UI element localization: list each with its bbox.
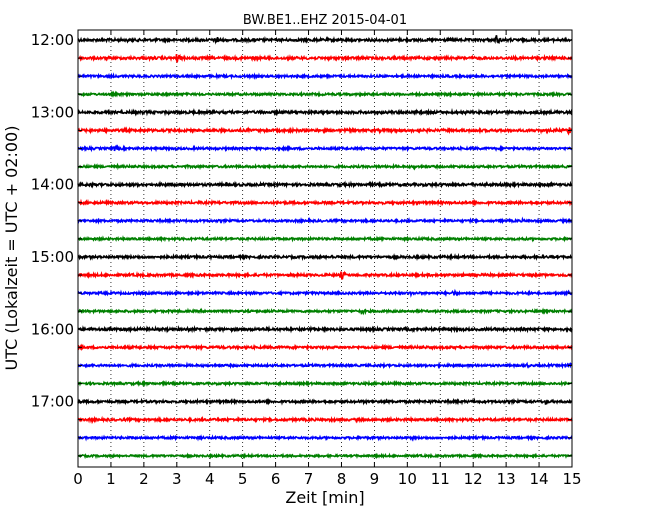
trace-1600 [77,325,573,334]
trace-1400 [77,180,573,189]
trace-1645 [77,379,573,388]
x-tick-label: 8 [337,470,347,488]
trace-1615 [77,343,573,352]
x-tick-label: 3 [172,470,182,488]
x-tick-label: 2 [139,470,149,488]
trace-1530 [77,288,573,298]
y-tick-label: 15:00 [31,248,74,266]
minute-grid [110,30,540,467]
y-axis-label: UTC (Lokalzeit = UTC + 02:00) [2,126,21,371]
x-tick-label: 10 [398,470,417,488]
y-axis-ticks: 12:00 13:00 14:00 15:00 16:00 17:00 [31,31,572,457]
x-axis-label: Zeit [min] [285,488,364,507]
trace-1245 [77,90,573,99]
trace-1745 [77,452,573,460]
trace-1700 [77,397,573,406]
x-tick-label: 13 [497,470,516,488]
y-tick-label: 12:00 [31,31,74,49]
y-tick-label: 16:00 [31,320,74,338]
x-tick-label: 9 [370,470,380,488]
x-axis-ticks: 0 1 2 3 4 5 6 7 8 9 10 11 12 13 14 15 [73,30,582,488]
seismogram-traces [77,35,573,460]
trace-1315 [77,126,573,136]
trace-1545 [78,307,573,316]
y-tick-label: 17:00 [31,393,74,411]
y-tick-label: 13:00 [31,103,74,121]
trace-1330 [77,144,573,153]
trace-1500 [77,252,573,262]
x-tick-label: 15 [562,470,581,488]
plot-frame [77,29,573,468]
x-tick-label: 4 [205,470,215,488]
trace-1730 [77,434,573,442]
trace-1430 [77,216,573,225]
x-tick-label: 5 [238,470,248,488]
x-tick-label: 7 [304,470,314,488]
x-tick-label: 14 [530,470,549,488]
x-tick-label: 6 [271,470,281,488]
trace-1630 [77,361,572,370]
x-tick-label: 1 [106,470,116,488]
trace-1715 [77,415,573,425]
chart-title: BW.BE1..EHZ 2015-04-01 [243,13,407,28]
y-tick-label: 14:00 [31,176,74,194]
trace-1445 [77,235,573,243]
trace-1215 [77,53,573,63]
trace-1515 [77,270,573,281]
trace-1415 [77,198,573,207]
x-tick-label: 12 [464,470,483,488]
trace-1200 [77,35,573,45]
trace-1345 [77,162,573,171]
trace-1230 [77,72,573,81]
x-tick-label: 11 [431,470,450,488]
trace-1300 [77,107,573,117]
x-tick-label: 0 [73,470,83,488]
